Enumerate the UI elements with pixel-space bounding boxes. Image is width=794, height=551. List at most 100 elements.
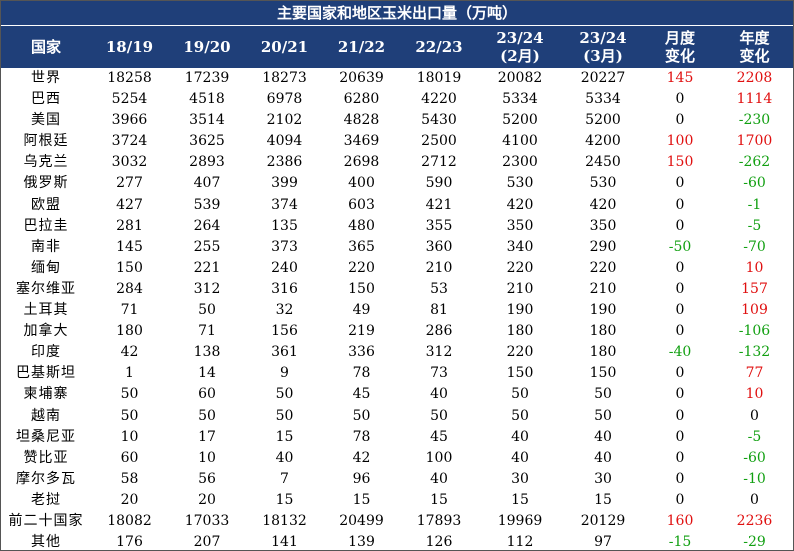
- table-cell: 20082: [497, 70, 543, 86]
- table-cell: 1700: [736, 133, 773, 150]
- table-cell: 220: [589, 259, 617, 276]
- table-cell: 365: [348, 238, 375, 255]
- country-name-cell: 欧盟: [31, 196, 61, 213]
- table-cell: 50: [275, 386, 294, 403]
- table-row: 前二十国家 18082 17033 18132 20499 17893 19969 20129…: [1, 511, 793, 532]
- table-cell: 9: [280, 365, 289, 382]
- table-cell: 2712: [421, 154, 457, 171]
- table-cell: 40: [594, 449, 612, 466]
- table-cell: 312: [193, 280, 221, 297]
- table-cell: 18273: [262, 70, 307, 86]
- table-row: 欧盟 427 539 374 603 421 420 420 0 -1: [1, 195, 793, 216]
- country-name-cell: 巴基斯坦: [16, 365, 76, 382]
- table-cell: 4200: [585, 133, 621, 150]
- country-name-cell: 加拿大: [23, 323, 69, 340]
- table-cell: -70: [743, 238, 766, 255]
- table-cell: 6978: [266, 91, 303, 108]
- table-cell: 180: [589, 323, 617, 340]
- table-cell: 0: [675, 386, 685, 403]
- table-cell: 286: [425, 323, 453, 340]
- column-header-label: 变化: [739, 47, 770, 65]
- table-cell: 18258: [107, 70, 152, 86]
- table-cell: 139: [348, 534, 375, 551]
- table-cell: 0: [675, 91, 685, 108]
- column-header: 月度 变化: [644, 26, 716, 68]
- table-cell: 5430: [421, 112, 457, 129]
- table-cell: 50: [352, 407, 371, 424]
- table-cell: 4100: [502, 133, 538, 150]
- table-cell: 0: [675, 302, 685, 319]
- country-name-cell: 柬埔寨: [23, 386, 69, 403]
- table-cell: 58: [120, 470, 139, 487]
- table-cell: 42: [120, 344, 139, 361]
- column-header: 21/22: [323, 26, 400, 68]
- table-cell: 0: [675, 112, 685, 129]
- column-header-label: 20/21: [260, 38, 309, 56]
- country-name-cell: 俄罗斯: [23, 175, 69, 192]
- table-cell: 100: [425, 449, 453, 466]
- table-cell: 50: [430, 407, 448, 424]
- table-cell: 160: [666, 512, 694, 529]
- column-header: 22/23: [400, 26, 478, 68]
- table-cell: 240: [271, 259, 298, 276]
- table-row: 美国 3966 3514 2102 4828 5430 5200 5200 0 -230: [1, 110, 793, 131]
- table-row: 巴基斯坦 1 14 9 78 73 150 150 0 77: [1, 363, 793, 384]
- table-cell: 603: [348, 196, 375, 213]
- table-cell: 210: [425, 259, 453, 276]
- table-cell: -15: [668, 534, 692, 551]
- table-cell: 2893: [189, 154, 225, 171]
- table-cell: 220: [348, 259, 375, 276]
- column-header-label: 19/20: [183, 38, 231, 56]
- table-row: 缅甸 150 221 240 220 210 220 220 0 10: [1, 258, 793, 279]
- table-cell: 40: [511, 449, 529, 466]
- table-cell: 56: [198, 470, 216, 487]
- column-header-label: (2月): [500, 47, 540, 65]
- table-cell: 400: [348, 175, 375, 192]
- table-cell: 190: [506, 302, 534, 319]
- table-cell: 336: [348, 344, 375, 361]
- table-cell: -29: [743, 534, 766, 551]
- table-cell: 312: [425, 344, 453, 361]
- table-cell: 1114: [736, 91, 773, 108]
- table-row: 坦桑尼亚 10 17 15 78 45 40 40 0 -5: [1, 427, 793, 448]
- column-header: 年度 变化: [716, 26, 793, 68]
- table-cell: 2386: [266, 154, 303, 171]
- table-cell: 14: [198, 365, 216, 382]
- table-cell: 374: [271, 196, 298, 213]
- table-cell: 50: [594, 407, 612, 424]
- table-row: 老挝 20 20 15 15 15 15 15 0 0: [1, 490, 793, 511]
- table-cell: 20: [198, 491, 216, 508]
- table-cell: 480: [348, 217, 375, 234]
- column-header: 19/20: [168, 26, 246, 68]
- table-row: 巴西 5254 4518 6978 6280 4220 5334 5334 0 1114: [1, 89, 793, 110]
- table-title: 主要国家和地区玉米出口量（万吨）: [1, 1, 793, 26]
- table-cell: 145: [116, 238, 143, 255]
- table-cell: 150: [348, 280, 375, 297]
- table-cell: 281: [116, 217, 143, 234]
- column-header-label: 23/24: [579, 29, 627, 47]
- table-cell: 2698: [343, 154, 380, 171]
- table-cell: 20227: [580, 70, 626, 86]
- table-row: 柬埔寨 50 60 50 45 40 50 50 0 10: [1, 384, 793, 405]
- table-cell: 340: [506, 238, 534, 255]
- table-cell: 420: [506, 196, 534, 213]
- table-cell: 0: [675, 470, 685, 487]
- table-cell: 5334: [585, 91, 621, 108]
- table-cell: 421: [425, 196, 453, 213]
- table-cell: 1: [125, 365, 134, 382]
- table-cell: 30: [511, 470, 529, 487]
- table-cell: 180: [589, 344, 617, 361]
- table-cell: 18019: [416, 70, 462, 86]
- table-cell: 15: [430, 491, 448, 508]
- country-name-cell: 美国: [31, 112, 61, 129]
- table-cell: 0: [675, 428, 685, 445]
- table-cell: 100: [666, 133, 694, 150]
- table-cell: 40: [511, 428, 529, 445]
- table-cell: 71: [120, 302, 139, 319]
- table-cell: 0: [675, 323, 685, 340]
- table-row: 俄罗斯 277 407 399 400 590 530 530 0 -60: [1, 173, 793, 194]
- table-cell: 590: [425, 175, 453, 192]
- table-cell: 40: [275, 449, 294, 466]
- table-cell: 45: [352, 386, 371, 403]
- country-name-cell: 世界: [31, 70, 61, 86]
